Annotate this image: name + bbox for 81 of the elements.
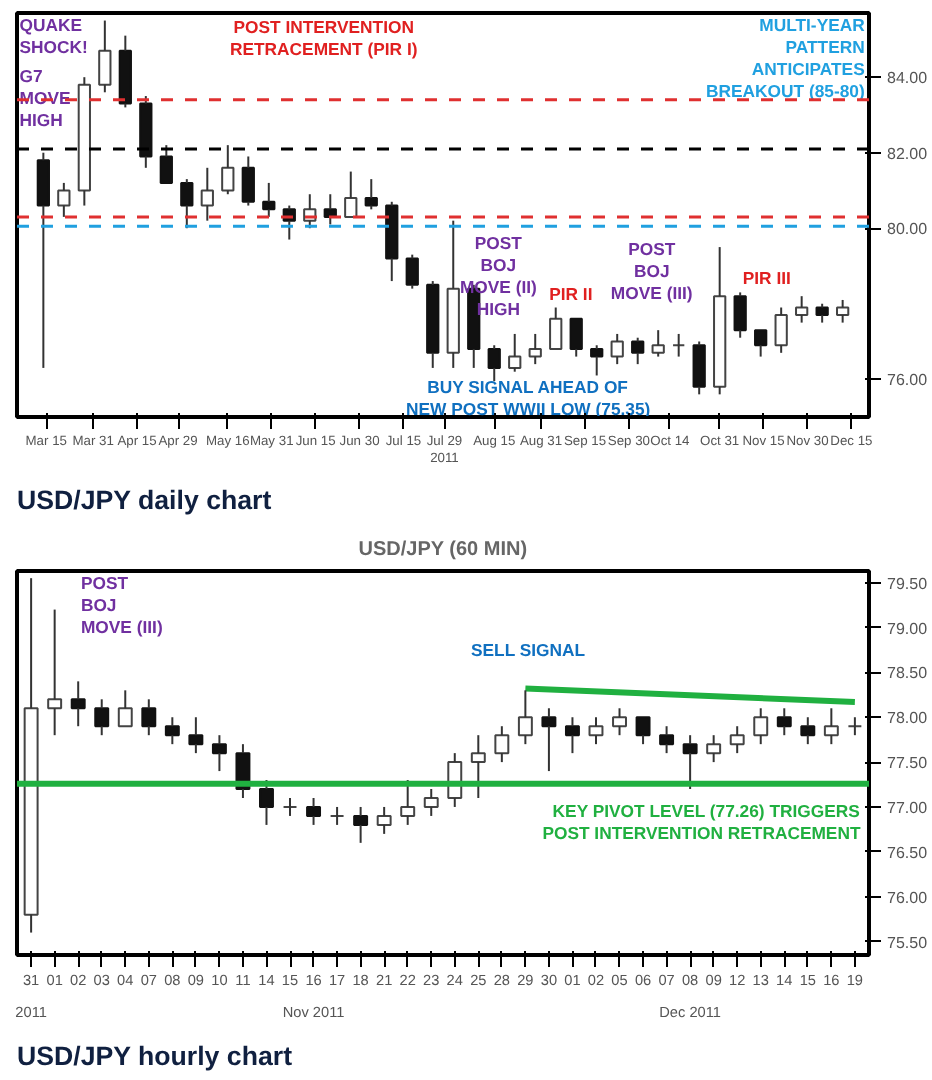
candlestick (528, 332, 542, 366)
candlestick (57, 181, 71, 218)
candlestick (847, 716, 863, 737)
annotation: MULTI-YEAR PATTERN ANTICIPATES BREAKOUT (85-80) (706, 15, 867, 102)
candlestick (692, 340, 706, 396)
candlestick (262, 181, 276, 218)
annotation: PIR III (742, 267, 791, 288)
candlestick (729, 725, 745, 755)
candlestick (47, 608, 63, 737)
text: USD/JPY daily chart (17, 485, 273, 515)
candlestick (733, 291, 747, 339)
candlestick (541, 707, 557, 773)
candlestick (70, 680, 86, 728)
candlestick (329, 805, 345, 826)
candlestick (282, 796, 298, 817)
candlestick (753, 707, 769, 746)
candlestick (776, 707, 792, 737)
y-tick-label: 79.00 (887, 619, 929, 638)
y-tick-label: 79.50 (887, 574, 929, 593)
candlestick (353, 805, 369, 844)
candlestick (221, 144, 235, 196)
candlestick (241, 155, 255, 207)
candlestick (494, 725, 510, 764)
candlestick (651, 329, 665, 358)
text: USD/JPY hourly chart (17, 1041, 294, 1071)
candlestick (423, 788, 439, 817)
candlestick (659, 725, 675, 755)
candlestick (517, 689, 533, 746)
y-tick-label: 78.00 (887, 709, 929, 728)
annotation: SELL SIGNAL (470, 640, 587, 661)
candlestick (508, 332, 522, 373)
annotation: POST INTERVENTION RETRACEMENT (PIR I) (229, 17, 418, 60)
candlestick (610, 332, 624, 366)
candlestick (426, 280, 440, 369)
candlestick (836, 298, 850, 324)
candlestick (470, 734, 486, 799)
annotation: QUAKE SHOCK! (19, 15, 89, 58)
y-tick-label: 76.50 (887, 843, 929, 862)
y-tick-label: 77.50 (887, 754, 929, 773)
candlestick (77, 76, 91, 207)
y-tick-label: 84.00 (887, 69, 929, 88)
candlestick (36, 151, 50, 369)
candlestick (815, 302, 829, 324)
candlestick (385, 200, 399, 283)
candlestick (800, 716, 816, 746)
candlestick (590, 344, 604, 377)
annotation: POST BOJ MOVE (III) (610, 239, 693, 304)
chart-subtitle: USD/JPY (60 MIN) (358, 539, 528, 561)
y-tick-label: 77.00 (887, 798, 929, 817)
y-tick-label: 76.00 (887, 888, 929, 907)
candlestick (376, 805, 392, 835)
candlestick (588, 716, 604, 746)
annotation: PIR II (549, 283, 593, 304)
candlestick (713, 246, 727, 396)
candlestick (23, 577, 39, 934)
candlestick (682, 734, 698, 791)
candlestick (774, 306, 788, 354)
y-tick-label: 78.50 (887, 664, 929, 683)
y-tick-label: 80.00 (887, 220, 929, 239)
candlestick (188, 716, 204, 755)
candlestick (164, 716, 180, 746)
annotation: POST BOJ MOVE (III) (80, 572, 163, 637)
annotation: KEY PIVOT LEVEL (77.26) TRIGGERS POST INTERVENTION RETRACEMENT (542, 801, 862, 844)
candlestick (795, 295, 809, 324)
candlestick (400, 779, 416, 826)
y-tick-label: 75.50 (887, 933, 929, 952)
candlestick (706, 734, 722, 764)
candlestick (564, 716, 580, 755)
candlestick (211, 734, 227, 773)
y-tick-label: 76.00 (887, 371, 929, 390)
candlestick (823, 707, 839, 746)
candlestick (98, 19, 112, 94)
candlestick (94, 698, 110, 737)
y-tick-label: 82.00 (887, 144, 929, 163)
candlestick (612, 707, 627, 737)
candlestick (672, 332, 686, 358)
candlestick (141, 698, 157, 737)
candlestick (446, 219, 460, 369)
candlestick (200, 166, 214, 222)
candlestick (306, 796, 322, 826)
candlestick (487, 344, 501, 383)
